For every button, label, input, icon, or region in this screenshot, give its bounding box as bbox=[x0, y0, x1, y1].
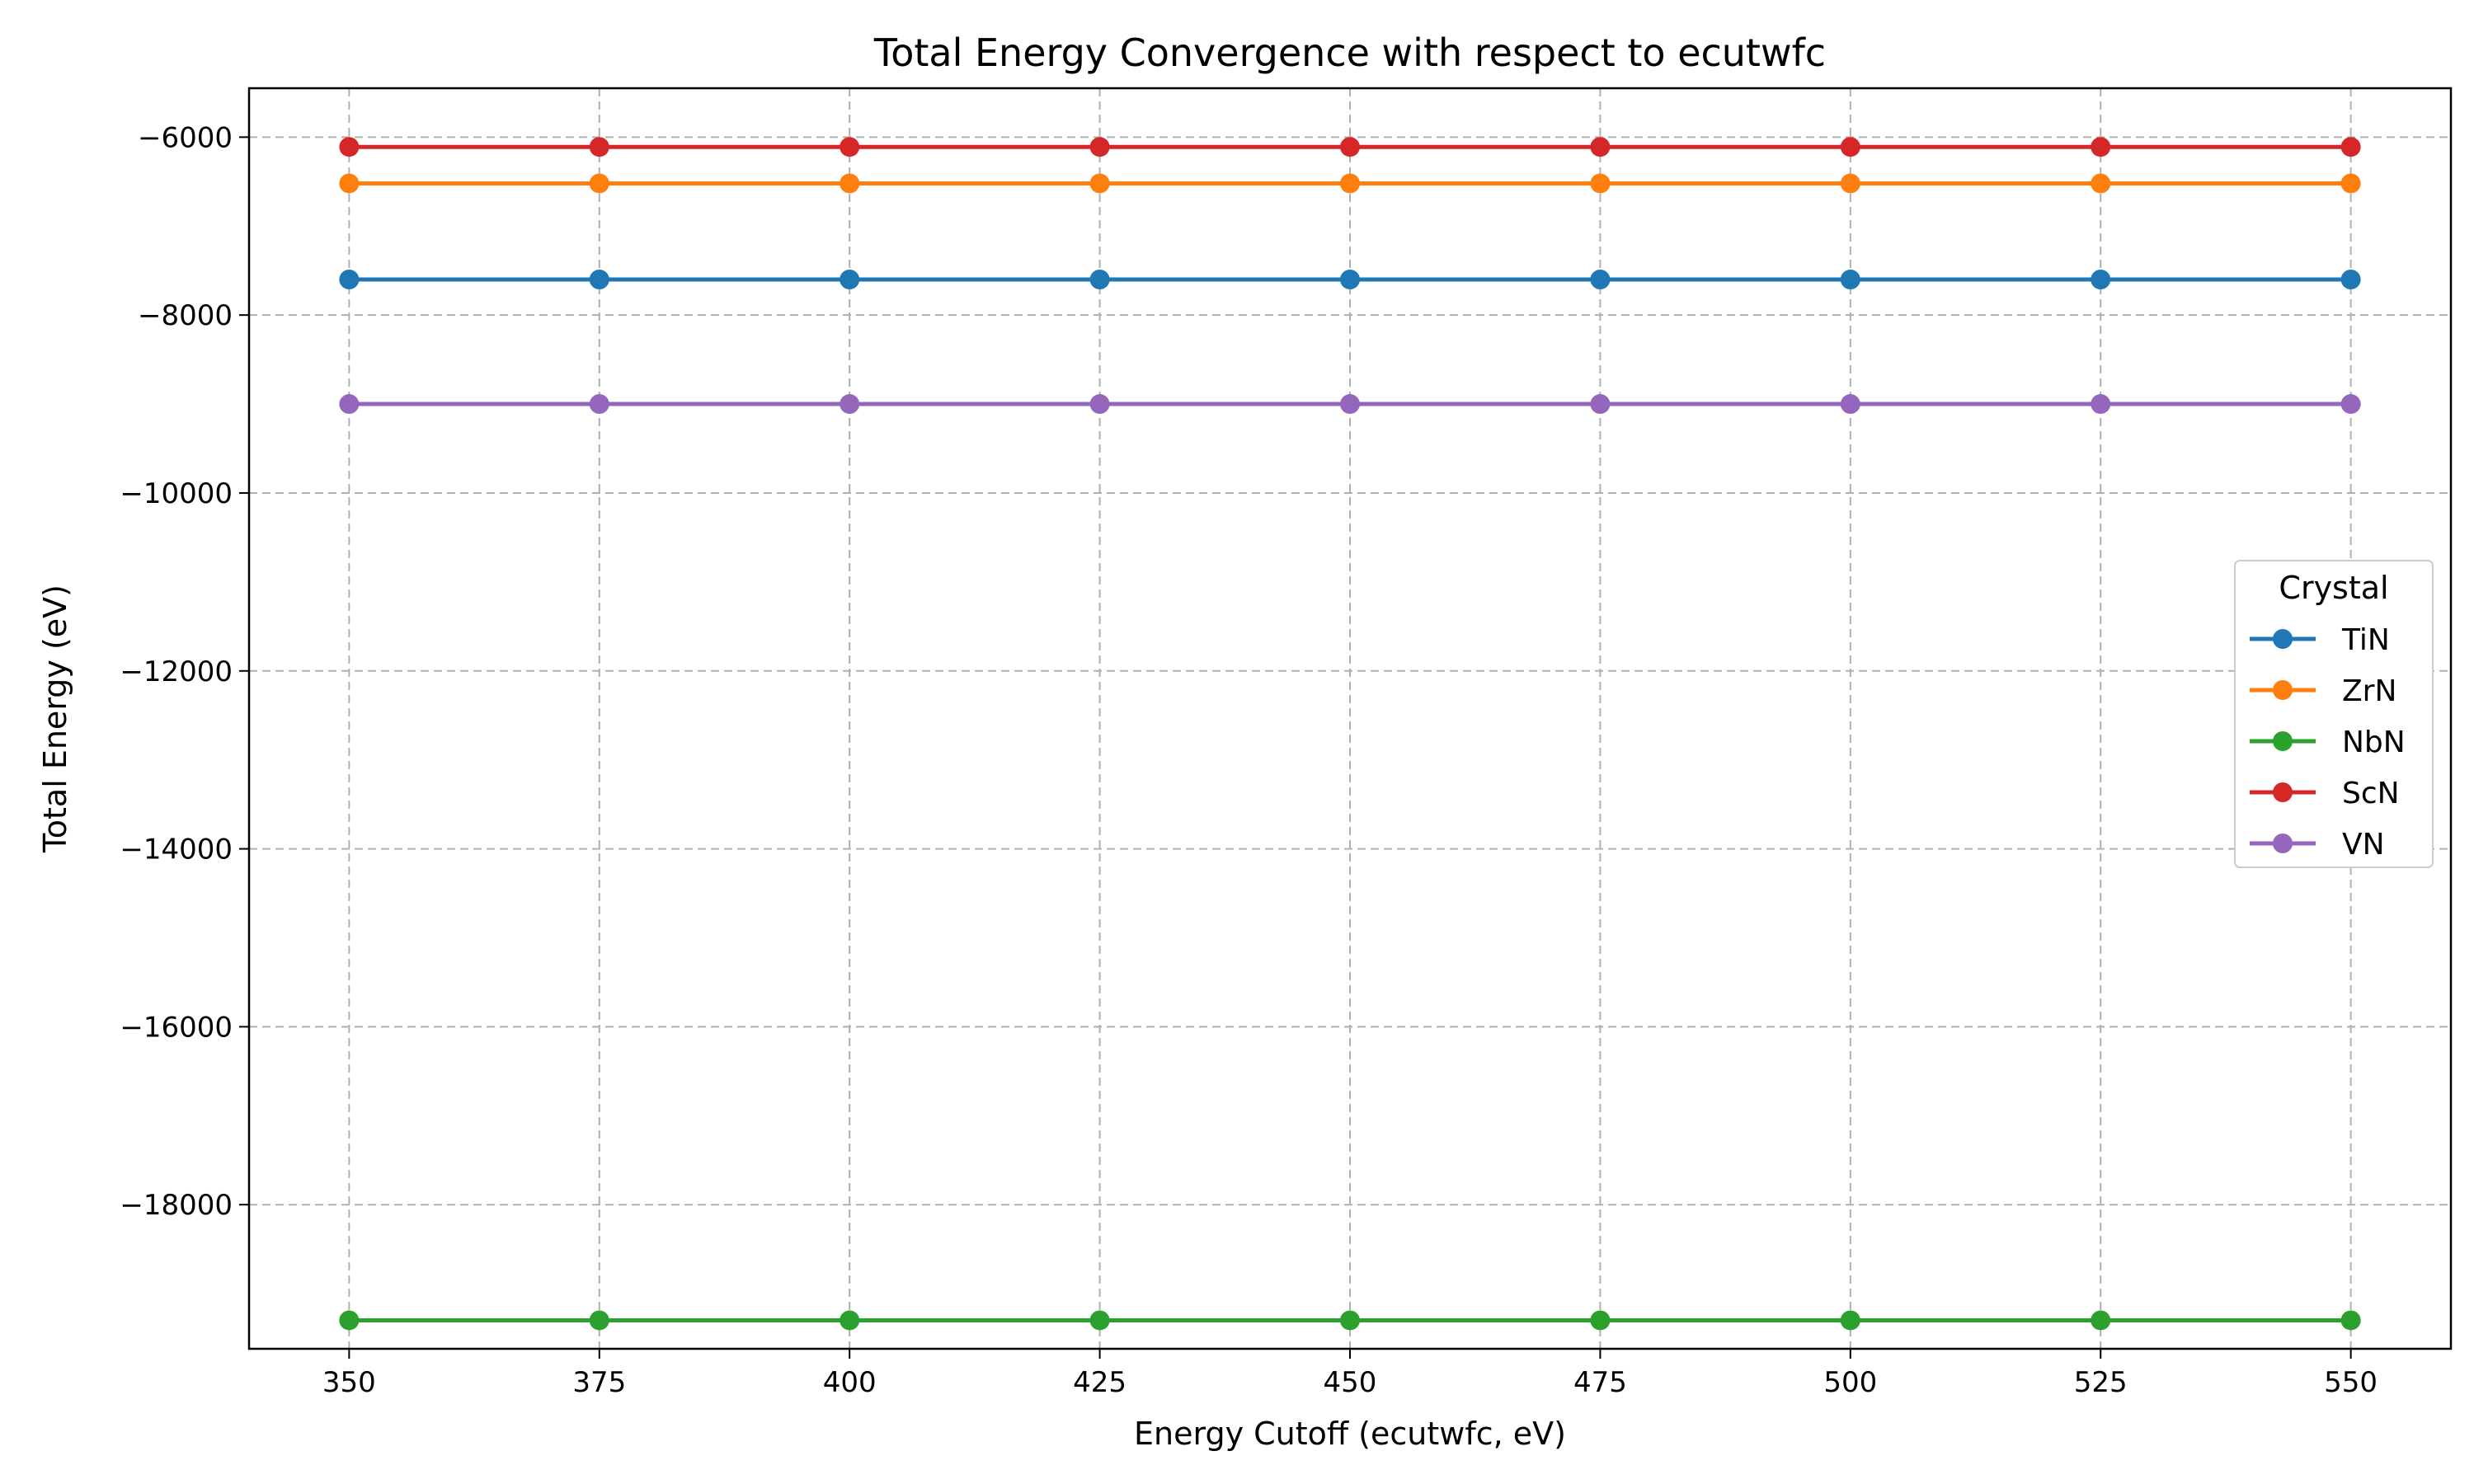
data-point bbox=[2340, 394, 2361, 415]
data-point bbox=[1590, 1310, 1611, 1331]
data-point bbox=[1840, 137, 1860, 157]
data-point bbox=[1590, 173, 1611, 194]
data-point bbox=[1340, 137, 1360, 157]
legend-label: TiN bbox=[2341, 623, 2390, 657]
data-point bbox=[339, 394, 360, 415]
legend-marker bbox=[2273, 731, 2293, 751]
data-point bbox=[840, 394, 860, 415]
legend-marker bbox=[2273, 629, 2293, 649]
data-point bbox=[840, 1310, 860, 1331]
data-point bbox=[1590, 269, 1611, 289]
data-point bbox=[1089, 269, 1110, 289]
series-VN bbox=[339, 394, 2361, 415]
data-point bbox=[1840, 269, 1860, 289]
data-point bbox=[2091, 137, 2111, 157]
legend-label: VN bbox=[2342, 828, 2385, 862]
data-point bbox=[339, 173, 360, 194]
legend-label: ZrN bbox=[2342, 674, 2396, 708]
data-point bbox=[1590, 394, 1611, 415]
data-point bbox=[589, 269, 609, 289]
y-tick-label: −8000 bbox=[138, 299, 233, 332]
chart-title: Total Energy Convergence with respect to… bbox=[873, 31, 1826, 75]
data-point bbox=[2340, 173, 2361, 194]
legend-item-ZrN: ZrN bbox=[2250, 674, 2396, 708]
series-NbN bbox=[339, 1310, 2361, 1331]
legend-title: Crystal bbox=[2279, 570, 2388, 606]
data-point bbox=[1089, 394, 1110, 415]
x-tick-label: 400 bbox=[823, 1366, 877, 1399]
data-point bbox=[339, 1310, 360, 1331]
x-axis-label: Energy Cutoff (ecutwfc, eV) bbox=[1134, 1416, 1566, 1452]
y-tick-label: −6000 bbox=[138, 121, 233, 154]
data-point bbox=[1840, 394, 1860, 415]
y-tick-label: −18000 bbox=[120, 1189, 233, 1222]
x-tick-label: 350 bbox=[322, 1366, 376, 1399]
data-point bbox=[1089, 173, 1110, 194]
x-tick-label: 550 bbox=[2324, 1366, 2378, 1399]
data-point bbox=[1089, 137, 1110, 157]
x-tick-label: 500 bbox=[1823, 1366, 1877, 1399]
data-point bbox=[2091, 1310, 2111, 1331]
series-TiN bbox=[339, 269, 2361, 289]
data-point bbox=[1840, 1310, 1860, 1331]
data-point bbox=[339, 137, 360, 157]
x-tick-label: 425 bbox=[1073, 1366, 1126, 1399]
data-point bbox=[840, 137, 860, 157]
data-point bbox=[2091, 394, 2111, 415]
legend-item-NbN: NbN bbox=[2250, 726, 2406, 759]
data-point bbox=[2340, 269, 2361, 289]
legend: Crystal TiN ZrN NbN ScN VN bbox=[2234, 560, 2434, 868]
data-point bbox=[589, 137, 609, 157]
legend-marker bbox=[2273, 782, 2293, 802]
y-tick-label: −16000 bbox=[120, 1011, 233, 1044]
y-axis-label: Total Energy (eV) bbox=[37, 585, 73, 853]
data-point bbox=[589, 173, 609, 194]
legend-item-VN: VN bbox=[2250, 828, 2385, 862]
data-point bbox=[2340, 1310, 2361, 1331]
legend-item-TiN: TiN bbox=[2250, 623, 2390, 657]
x-tick-label: 525 bbox=[2074, 1366, 2128, 1399]
y-tick-label: −10000 bbox=[120, 477, 233, 510]
series-ScN bbox=[339, 137, 2361, 157]
data-point bbox=[2091, 173, 2111, 194]
x-tick-label: 450 bbox=[1324, 1366, 1377, 1399]
data-point bbox=[2091, 269, 2111, 289]
data-point bbox=[2340, 137, 2361, 157]
x-tick-label: 375 bbox=[572, 1366, 626, 1399]
data-point bbox=[840, 173, 860, 194]
legend-marker bbox=[2273, 680, 2293, 700]
data-point bbox=[339, 269, 360, 289]
data-point bbox=[1340, 269, 1360, 289]
y-tick-label: −14000 bbox=[120, 834, 233, 866]
legend-label: ScN bbox=[2342, 777, 2400, 810]
series-layer bbox=[339, 137, 2361, 1331]
series-ZrN bbox=[339, 173, 2361, 194]
data-point bbox=[1340, 1310, 1360, 1331]
data-point bbox=[589, 1310, 609, 1331]
legend-label: NbN bbox=[2342, 726, 2406, 759]
data-point bbox=[1340, 394, 1360, 415]
data-point bbox=[589, 394, 609, 415]
legend-item-ScN: ScN bbox=[2250, 777, 2400, 810]
legend-marker bbox=[2273, 834, 2293, 853]
x-axis: 350 375 400 425 450 475 500 525 550 bbox=[322, 1349, 2378, 1399]
legend-box bbox=[2234, 560, 2434, 868]
data-point bbox=[1590, 137, 1611, 157]
data-point bbox=[840, 269, 860, 289]
data-point bbox=[1340, 173, 1360, 194]
y-tick-label: −12000 bbox=[120, 655, 233, 688]
x-tick-label: 475 bbox=[1573, 1366, 1627, 1399]
data-point bbox=[1840, 173, 1860, 194]
y-axis: −18000 −16000 −14000 −12000 −10000 −8000 −6000 bbox=[120, 121, 249, 1222]
data-point bbox=[1089, 1310, 1110, 1331]
